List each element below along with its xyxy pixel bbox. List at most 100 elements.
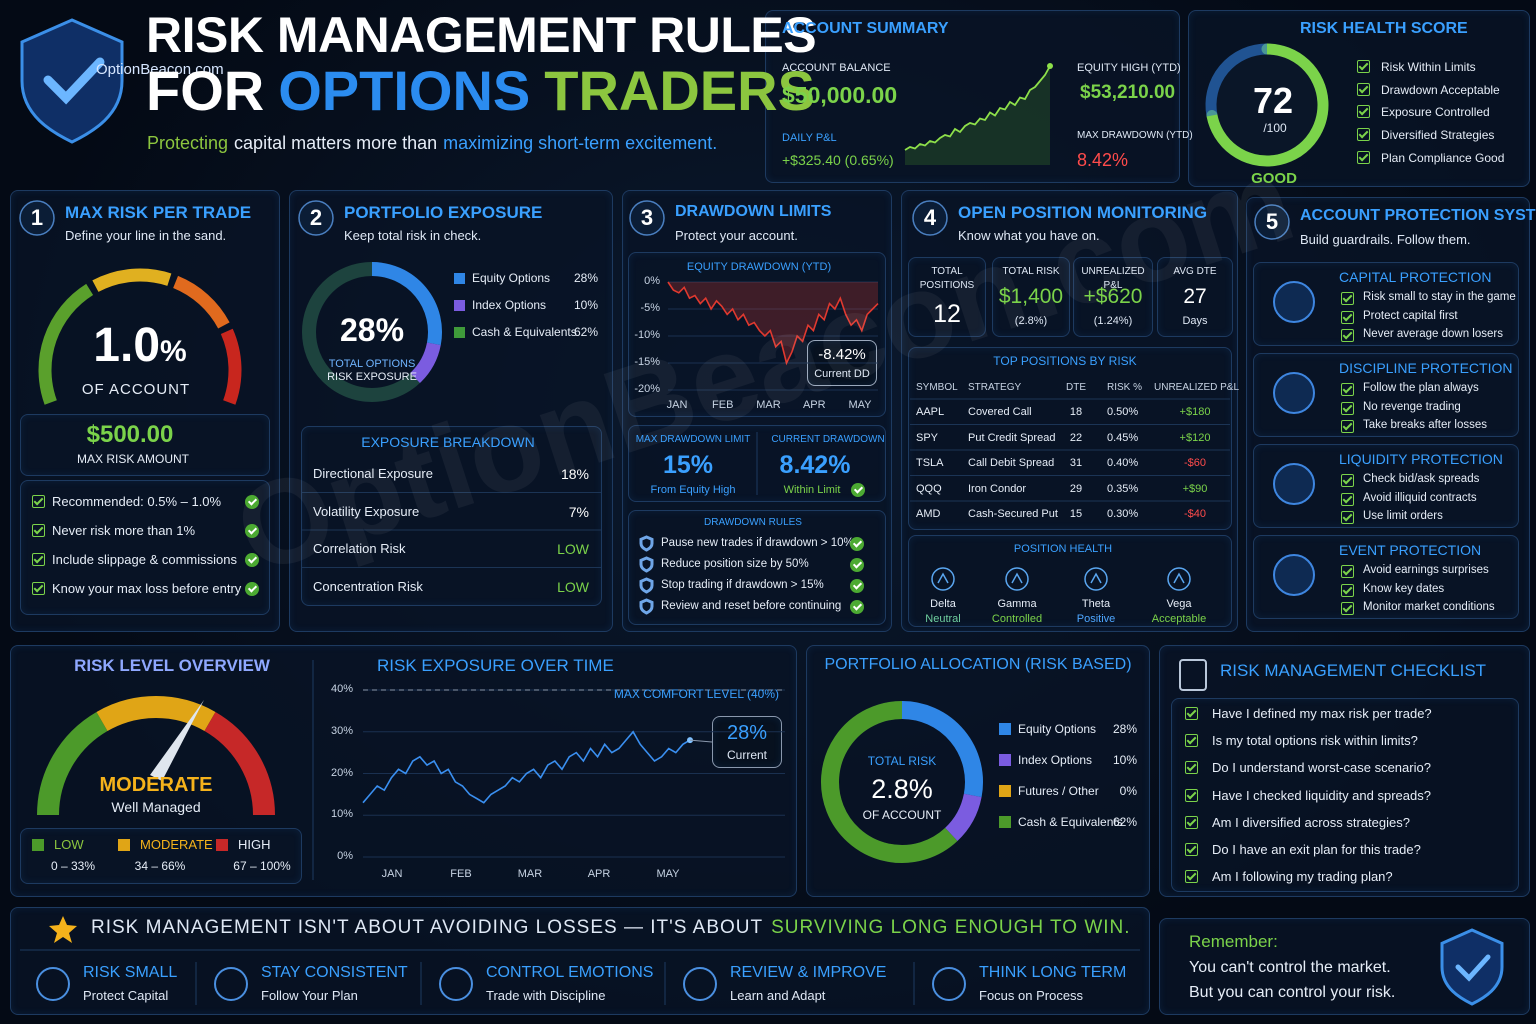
system-title: LIQUIDITY PROTECTION xyxy=(1339,451,1503,467)
pillar-subtitle: Trade with Discipline xyxy=(486,988,606,1003)
health-icon xyxy=(931,567,955,591)
remember-line: You can't control the market. xyxy=(1189,959,1391,976)
check-icon xyxy=(1357,60,1370,73)
ring-segment xyxy=(410,342,441,384)
system-icon xyxy=(1273,372,1315,414)
cell: 29 xyxy=(1069,482,1083,495)
quote-part: SURVIVING LONG ENOUGH TO WIN. xyxy=(771,917,1131,938)
sparkline-end xyxy=(1047,63,1053,69)
y-tick-label: 30% xyxy=(330,724,353,737)
legend-name: Index Options xyxy=(472,298,547,312)
system-item: Protect capital first xyxy=(1363,309,1458,322)
stat-value: 27 xyxy=(1183,285,1207,308)
cell: -$40 xyxy=(1183,508,1207,520)
stat-label: AVG DTE xyxy=(1173,266,1217,277)
health-icon xyxy=(1167,567,1191,591)
unit: % xyxy=(160,335,187,368)
checklist-panel xyxy=(1159,645,1530,897)
title: RISK MANAGEMENT RULES xyxy=(146,7,817,63)
cell: +$180 xyxy=(1179,406,1211,418)
pillar-title: CONTROL EMOTIONS xyxy=(486,964,654,981)
shield-check xyxy=(43,57,105,105)
callout-caption: Current DD xyxy=(814,368,870,380)
health-glyph xyxy=(1173,572,1185,584)
system-item: No revenge trading xyxy=(1363,400,1461,413)
column-header: STRATEGY xyxy=(968,382,1022,393)
pillar-icon xyxy=(932,967,966,1001)
system-icon xyxy=(1273,554,1315,596)
gauge-band xyxy=(204,711,275,816)
score-ring-rest xyxy=(1205,43,1268,117)
legend-value: 10% xyxy=(573,298,598,312)
legend-name: Cash & Equivalents xyxy=(1018,815,1123,829)
legend-swatch xyxy=(454,273,465,284)
pillar-icon xyxy=(683,967,717,1001)
center-caption: TOTAL OPTIONS xyxy=(328,358,416,370)
checklist-item: Do I understand worst-case scenario? xyxy=(1212,760,1431,776)
x-tick-label: FEB xyxy=(712,399,734,411)
system-icon xyxy=(1273,281,1315,323)
cell: Call Debit Spread xyxy=(968,457,1055,469)
check-icon xyxy=(1341,565,1354,578)
row-name: Volatility Exposure xyxy=(313,503,420,519)
health-glyph xyxy=(1090,572,1102,584)
center-value: 28% xyxy=(339,312,405,348)
legend-swatch xyxy=(32,839,44,851)
step-number: 2 xyxy=(309,205,323,230)
rule: Pause new trades if drawdown > 10% xyxy=(661,537,854,549)
y-tick-label: 10% xyxy=(330,808,353,821)
health-box xyxy=(908,535,1232,627)
label: MAX DRAWDOWN (YTD) xyxy=(1077,130,1193,141)
caption: OF ACCOUNT xyxy=(81,381,191,398)
callout-value: -8.42% xyxy=(818,346,866,363)
check-badge xyxy=(245,553,259,567)
check-item: Exposure Controlled xyxy=(1381,105,1490,120)
checklist-item: Am I diversified across strategies? xyxy=(1212,814,1410,830)
shield-icon xyxy=(639,598,654,615)
check-icon xyxy=(1357,150,1370,164)
check-icon xyxy=(1341,383,1354,396)
balance: $50,000.00 xyxy=(782,82,898,108)
y-tick-label: -5% xyxy=(640,302,660,314)
max-drawdown: 8.42% xyxy=(1077,150,1129,170)
y-tick-label: 0% xyxy=(644,275,660,287)
x-tick-label: MAR xyxy=(517,868,543,880)
checklist-item: Is my total options risk within limits? xyxy=(1212,733,1418,749)
cell: 15 xyxy=(1069,508,1083,520)
star-icon xyxy=(49,916,77,943)
legend-swatch xyxy=(216,839,228,851)
pillar-subtitle: Follow Your Plan xyxy=(261,988,358,1003)
stat-label: UNREALIZED P&L xyxy=(1081,266,1145,291)
health-status: Neutral xyxy=(925,613,961,625)
health-glyph xyxy=(937,572,949,584)
health-status: Controlled xyxy=(991,613,1043,625)
system-item: Take breaks after losses xyxy=(1363,419,1488,431)
check-badge xyxy=(850,558,864,572)
system-item: Use limit orders xyxy=(1363,510,1443,522)
rules-box xyxy=(20,480,270,615)
x-tick-label: MAY xyxy=(656,868,680,880)
check-item: Drawdown Acceptable xyxy=(1381,82,1500,97)
column-header: RISK % xyxy=(1107,382,1143,393)
cell: AAPL xyxy=(916,406,945,418)
stat-box xyxy=(992,257,1070,337)
pillar-title: REVIEW & IMPROVE xyxy=(730,964,887,981)
stat-box xyxy=(1157,257,1233,337)
y-tick-label: -20% xyxy=(634,383,660,395)
amount: $500.00 xyxy=(86,421,174,448)
system-item: Know key dates xyxy=(1363,582,1445,595)
stat-note: Days xyxy=(1182,315,1208,327)
step-badge xyxy=(912,200,948,236)
cell: TSLA xyxy=(916,457,944,469)
card-subtitle: Define your line in the sand. xyxy=(65,228,227,243)
health-name: Gamma xyxy=(997,598,1037,610)
system-item: Follow the plan always xyxy=(1363,382,1479,394)
check-icon xyxy=(1185,870,1198,884)
shield-icon xyxy=(639,535,654,552)
ring-segment xyxy=(944,793,982,842)
callout-leader xyxy=(689,739,713,743)
cell: 0.35% xyxy=(1107,482,1139,495)
card-title: DRAWDOWN LIMITS xyxy=(675,203,832,220)
legend-value: 62% xyxy=(573,325,598,339)
